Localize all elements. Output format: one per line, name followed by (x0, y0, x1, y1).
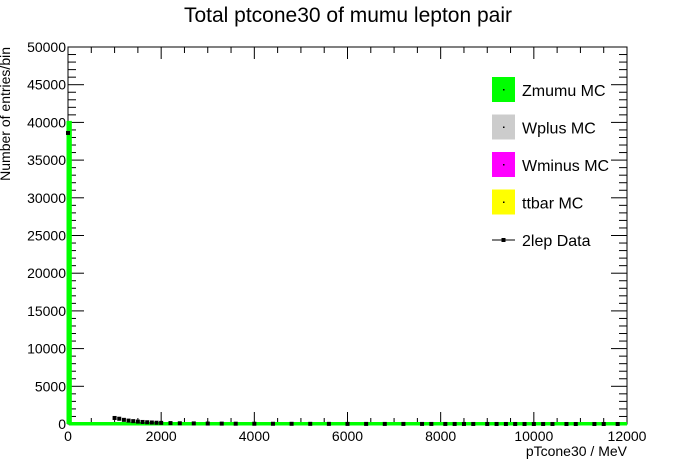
data-point (401, 421, 406, 426)
y-tick-label: 35000 (27, 152, 66, 168)
y-axis-label: Number of entries/bin (0, 47, 13, 181)
data-point (429, 421, 434, 426)
x-tick-label: 12000 (608, 428, 647, 444)
data-point (345, 421, 350, 426)
chart-title: Total ptcone30 of mumu lepton pair (184, 4, 512, 27)
data-point (177, 421, 182, 426)
legend-swatch-dot (503, 89, 505, 91)
data-point (471, 421, 476, 426)
x-tick-label: 4000 (239, 428, 270, 444)
data-point (541, 421, 546, 426)
data-point (112, 415, 117, 420)
y-tick-label: 50000 (27, 39, 66, 55)
legend-label: Wminus MC (522, 158, 609, 175)
legend-label: 2lep Data (522, 233, 591, 250)
y-axis: 0 5000 10000 15000 20000 25000 30000 35000 40000… (27, 39, 627, 432)
x-tick-label: 8000 (425, 428, 456, 444)
legend-marker (501, 238, 506, 242)
data-point (615, 421, 620, 426)
data-point (601, 421, 606, 426)
data-point (252, 421, 257, 426)
data-point (126, 418, 131, 423)
data-point (205, 421, 210, 426)
series-layer (66, 120, 627, 426)
data-point (573, 421, 578, 426)
data-point (420, 421, 425, 426)
y-tick-label: 0 (58, 416, 66, 432)
x-axis: 0 2000 4000 6000 8000 10000 12000 (64, 47, 647, 444)
y-tick-label: 5000 (35, 378, 66, 394)
y-tick-label: 45000 (27, 77, 66, 93)
data-point (149, 420, 154, 425)
data-point (364, 421, 369, 426)
legend: Zmumu MC Wplus MC Wminus MC ttbar MC 2lep Da… (492, 77, 609, 250)
data-point (522, 421, 527, 426)
legend-swatch-dot (503, 164, 505, 166)
y-tick-label: 25000 (27, 228, 66, 244)
data-point (121, 417, 126, 422)
legend-label: Zmumu MC (522, 83, 606, 100)
data-point (159, 420, 164, 425)
data-point (289, 421, 294, 426)
y-tick-label: 30000 (27, 190, 66, 206)
data-point (135, 419, 140, 424)
data-point (191, 421, 196, 426)
legend-swatch-dot (503, 126, 505, 128)
data-point (168, 421, 173, 426)
data-point (550, 421, 555, 426)
data-point (308, 421, 313, 426)
y-tick-label: 10000 (27, 341, 66, 357)
legend-label: Wplus MC (522, 121, 596, 138)
data-point (270, 421, 275, 426)
data-point (461, 421, 466, 426)
data-point (382, 421, 387, 426)
x-axis-label: pTcone30 / MeV (526, 443, 628, 459)
data-point (233, 421, 238, 426)
data-point (140, 419, 145, 424)
legend-swatch-dot (503, 201, 505, 203)
y-tick-label: 15000 (27, 303, 66, 319)
x-tick-label: 6000 (332, 428, 363, 444)
data-point (564, 421, 569, 426)
data-point (145, 420, 150, 425)
x-tick-label: 0 (64, 428, 72, 444)
data-point (131, 419, 136, 424)
data-point (326, 421, 331, 426)
y-tick-label: 40000 (27, 114, 66, 130)
data-point (592, 421, 597, 426)
x-tick-label: 10000 (514, 428, 553, 444)
data-point (154, 420, 159, 425)
data-point (494, 421, 499, 426)
legend-label: ttbar MC (522, 196, 583, 213)
data-point (66, 130, 70, 135)
data-point (503, 421, 508, 426)
data-point (219, 421, 224, 426)
data-point (485, 421, 490, 426)
data-point (452, 421, 457, 426)
data-point (531, 421, 536, 426)
x-tick-label: 2000 (146, 428, 177, 444)
data-point (513, 421, 518, 426)
data-point (443, 421, 448, 426)
data-point (117, 416, 122, 421)
y-tick-label: 20000 (27, 265, 66, 281)
